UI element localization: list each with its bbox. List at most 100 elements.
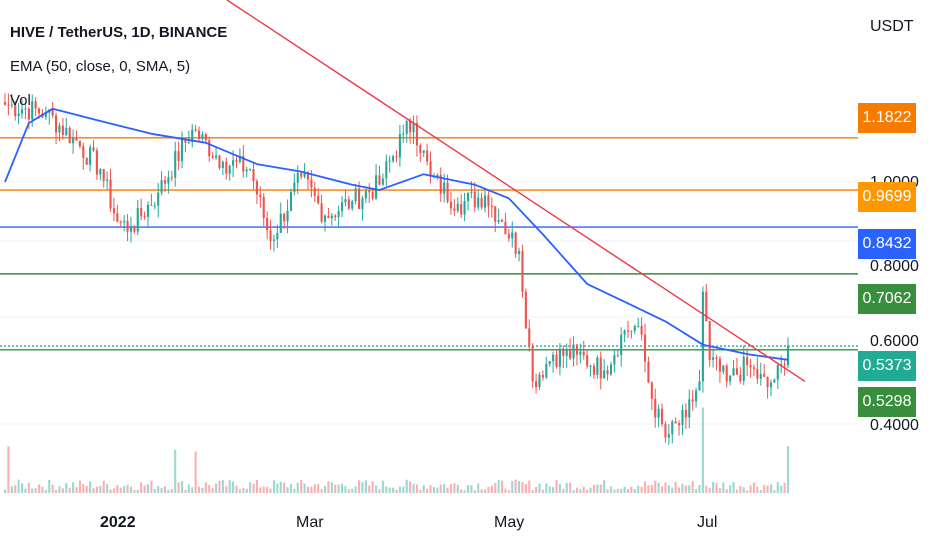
chart-grid xyxy=(0,181,858,425)
candle-body xyxy=(187,142,190,144)
volume-bar xyxy=(235,485,238,493)
candle-body xyxy=(688,399,691,418)
price-tag-0-5373: 0.5373 xyxy=(858,351,916,381)
volume-bar xyxy=(599,484,602,493)
candle-body xyxy=(27,108,30,120)
candle-body xyxy=(575,344,578,355)
volume-bar xyxy=(623,486,626,493)
volume-bar xyxy=(756,486,759,493)
candle-body xyxy=(249,169,252,171)
ema-50-line xyxy=(4,107,789,361)
volume-bar xyxy=(759,489,762,493)
candle-body xyxy=(395,156,398,158)
candle-body xyxy=(51,109,54,116)
candle-body xyxy=(78,140,81,147)
candle-body xyxy=(701,291,704,382)
volume-bar xyxy=(163,486,167,493)
price-tag-0-7062: 0.7062 xyxy=(858,284,916,314)
price-tick-2: 0.8000 xyxy=(870,258,919,275)
volume-bar xyxy=(371,480,374,493)
candle-body xyxy=(446,182,449,202)
candle-body xyxy=(586,355,589,367)
time-tick-may: May xyxy=(494,514,524,531)
volume-bar xyxy=(773,490,776,493)
candle-body xyxy=(572,344,575,359)
volume-bar xyxy=(715,482,718,493)
candle-body xyxy=(763,373,766,377)
candle-body xyxy=(31,101,34,120)
candle-body xyxy=(218,155,221,169)
volume-bar xyxy=(487,487,490,493)
candle-body xyxy=(14,104,17,117)
candle-body xyxy=(415,123,418,146)
candle-body xyxy=(323,215,327,222)
candle-body xyxy=(558,348,561,367)
candle-body xyxy=(136,207,139,232)
candle-body xyxy=(194,129,197,131)
volume-bar xyxy=(296,482,299,493)
candle-body xyxy=(722,365,725,372)
price-tick-3: 0.6000 xyxy=(870,333,919,350)
candle-body xyxy=(61,125,64,136)
candle-body xyxy=(538,374,541,387)
volume-bar xyxy=(112,488,115,493)
volume-bar xyxy=(306,486,310,493)
volume-bar xyxy=(34,488,37,493)
candle-body xyxy=(221,161,224,169)
volume-bar xyxy=(518,481,521,493)
volume-bar xyxy=(68,487,71,493)
candle-body xyxy=(718,358,721,372)
volume-bar xyxy=(293,488,296,493)
candle-body xyxy=(208,140,211,157)
candle-body xyxy=(289,191,293,211)
volume-bar xyxy=(412,483,415,493)
candle-body xyxy=(317,195,320,204)
volume-bar xyxy=(630,486,633,493)
candle-body xyxy=(739,374,742,381)
volume-bar xyxy=(746,490,749,493)
candle-body xyxy=(603,370,606,379)
horizontal-levels xyxy=(0,137,858,351)
candle-body xyxy=(620,334,623,356)
candle-body xyxy=(392,156,395,161)
volume-bar xyxy=(354,486,357,493)
volume-bar xyxy=(286,487,289,493)
candle-body xyxy=(654,398,657,418)
volume-bar xyxy=(657,483,660,493)
candle-body xyxy=(412,123,415,133)
volume-bar xyxy=(735,489,738,493)
candle-body xyxy=(552,354,555,362)
candle-body xyxy=(439,174,442,194)
candle-body xyxy=(514,232,517,254)
volume-bar xyxy=(514,479,517,493)
candle-body xyxy=(735,368,738,375)
volume-bar xyxy=(681,483,684,493)
volume-bar xyxy=(78,480,81,493)
chart-title[interactable]: HIVE / TetherUS, 1D, BINANCE xyxy=(10,24,228,41)
candle-body xyxy=(232,160,235,166)
volume-bar xyxy=(177,482,180,493)
candle-body xyxy=(732,368,735,376)
volume-bar xyxy=(269,488,272,493)
volume-bar xyxy=(722,482,725,493)
ema-legend[interactable]: EMA (50, close, 0, SMA, 5) xyxy=(10,58,191,75)
candle-body xyxy=(545,364,548,378)
candle-body xyxy=(204,134,207,141)
volume-bar xyxy=(480,489,483,493)
candle-body xyxy=(524,291,527,329)
candle-body xyxy=(44,112,47,118)
volume-bar xyxy=(31,488,34,493)
candle-body xyxy=(647,361,650,383)
candle-body xyxy=(364,190,367,199)
candle-body xyxy=(126,220,129,232)
candle-body xyxy=(337,211,340,218)
candle-body xyxy=(623,330,626,335)
volume-bar xyxy=(494,483,497,493)
candle-body xyxy=(643,334,647,362)
volume-bar xyxy=(119,487,122,493)
candle-body xyxy=(473,191,476,208)
volume-legend[interactable]: Vol xyxy=(10,92,31,109)
candle-body xyxy=(613,355,616,365)
candle-body xyxy=(20,109,24,114)
